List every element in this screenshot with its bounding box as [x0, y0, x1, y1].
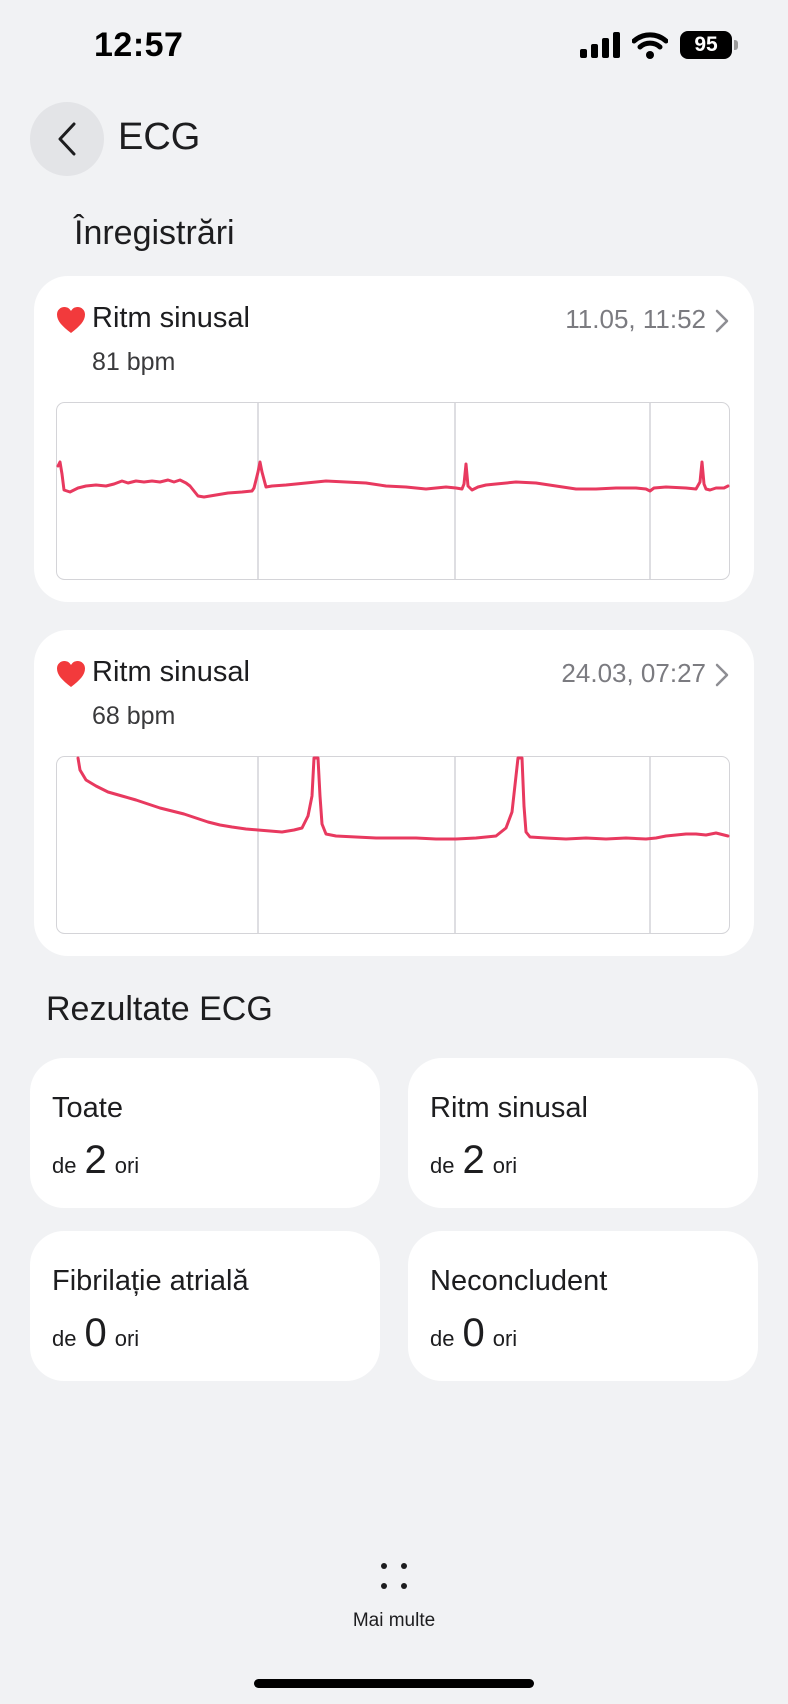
ecg-trace: [76, 756, 730, 841]
record-datetime: 24.03, 07:27: [561, 658, 706, 688]
result-prefix: de: [52, 1153, 77, 1178]
record-datetime: 11.05, 11:52: [565, 304, 706, 334]
result-number: 2: [84, 1138, 107, 1182]
result-card-sinus-rhythm[interactable]: Ritm sinusal de 2 ori: [408, 1058, 758, 1208]
result-number: 2: [462, 1138, 485, 1182]
battery-icon: 95: [680, 31, 738, 59]
result-suffix: ori: [492, 1326, 518, 1351]
ecg-waveform-chart: [56, 756, 730, 934]
result-suffix: ori: [114, 1326, 140, 1351]
chevron-left-icon: [58, 122, 76, 156]
more-label: Mai multe: [352, 1610, 436, 1631]
result-number: 0: [84, 1311, 107, 1355]
result-label: Fibrilație atrială: [52, 1265, 249, 1297]
record-bpm: 68 bpm: [92, 702, 176, 730]
result-card-inconclusive[interactable]: Neconcludent de 0 ori: [408, 1231, 758, 1381]
home-indicator[interactable]: [254, 1679, 534, 1688]
result-card-atrial-fibrillation[interactable]: Fibrilație atrială de 0 ori: [30, 1231, 380, 1381]
status-bar: 12:57 95: [0, 0, 788, 90]
status-icons: 95: [580, 30, 738, 60]
battery-level: 95: [694, 33, 718, 56]
result-card-all[interactable]: Toate de 2 ori: [30, 1058, 380, 1208]
ecg-record-card[interactable]: Ritm sinusal 68 bpm 24.03, 07:27: [34, 630, 754, 956]
record-label: Ritm sinusal: [92, 302, 250, 334]
result-count: de 0 ori: [430, 1313, 517, 1353]
ecg-record-card[interactable]: Ritm sinusal 81 bpm 11.05, 11:52: [34, 276, 754, 602]
result-prefix: de: [52, 1326, 77, 1351]
four-dots-icon: [381, 1563, 407, 1589]
status-time: 12:57: [94, 26, 184, 64]
result-prefix: de: [430, 1153, 455, 1178]
result-suffix: ori: [492, 1153, 518, 1178]
record-label: Ritm sinusal: [92, 656, 250, 688]
result-count: de 0 ori: [52, 1313, 139, 1353]
heart-icon: [57, 307, 85, 333]
page-title: ECG: [118, 116, 201, 158]
results-section-title: Rezultate ECG: [46, 990, 273, 1028]
ecg-waveform-chart: [56, 402, 730, 580]
result-number: 0: [462, 1311, 485, 1355]
chevron-right-icon: [715, 663, 729, 687]
record-bpm: 81 bpm: [92, 348, 176, 376]
records-section-title: Înregistrări: [74, 214, 235, 252]
result-count: de 2 ori: [52, 1140, 139, 1180]
result-count: de 2 ori: [430, 1140, 517, 1180]
result-suffix: ori: [114, 1153, 140, 1178]
cellular-signal-icon: [580, 32, 620, 58]
result-label: Toate: [52, 1092, 123, 1124]
back-button[interactable]: [30, 102, 104, 176]
result-label: Neconcludent: [430, 1265, 608, 1297]
ecg-trace: [56, 460, 730, 499]
result-prefix: de: [430, 1326, 455, 1351]
wifi-icon: [632, 32, 668, 59]
more-button[interactable]: Mai multe: [334, 1550, 454, 1640]
chevron-right-icon: [715, 309, 729, 333]
heart-icon: [57, 661, 85, 687]
result-label: Ritm sinusal: [430, 1092, 588, 1124]
